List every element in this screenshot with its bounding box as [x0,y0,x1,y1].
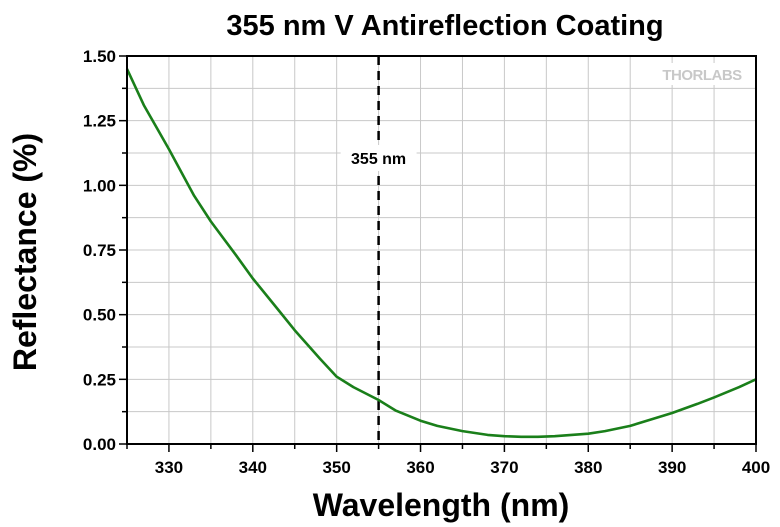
data-point [193,194,195,197]
x-axis-label: Wavelength (nm) [313,487,570,523]
data-point [168,148,170,151]
x-tick-label: 350 [322,458,350,477]
data-point [318,357,321,360]
data-point [419,419,422,422]
data-point [277,308,279,311]
y-tick-label: 0.25 [83,370,116,389]
data-point [553,435,556,438]
data-point [520,435,523,438]
annotation-label-background [340,145,417,171]
x-tick-label: 340 [239,458,267,477]
data-point [436,424,439,427]
data-point [629,424,632,427]
x-tick-label: 370 [490,458,518,477]
data-point [587,432,590,435]
data-point [377,399,380,401]
data-point [293,329,296,332]
grid [127,56,756,444]
minor-ticks [119,55,757,452]
y-tick-label: 0.00 [83,435,116,454]
data-point [394,409,397,412]
x-tick-label: 360 [406,458,434,477]
data-point [604,430,606,432]
data-point [738,386,741,388]
data-point [537,435,539,438]
series-line-reflectance [125,68,757,439]
x-tick-label: 330 [155,458,183,477]
data-point [503,435,506,438]
data-point [486,434,489,436]
y-tick-label: 0.75 [83,241,116,260]
y-tick-label: 1.25 [83,112,116,131]
data-point [654,417,657,420]
data-point [235,254,237,257]
y-tick-label: 0.50 [83,306,116,325]
watermark-logo: THORLABS [662,67,742,84]
data-point [570,434,573,436]
data-point [352,386,355,388]
annotation-label: 355 nm [351,151,406,168]
chart-title: 355 nm V Antireflection Coating [226,10,663,42]
y-tick-labels: 0.00 0.25 0.50 0.75 1.00 1.25 1.50 [83,47,116,454]
data-point [671,412,674,414]
y-tick-label: 1.50 [83,47,116,66]
x-tick-label: 400 [742,458,770,477]
data-point [251,277,254,280]
data-point [461,430,464,432]
x-tick-label: 380 [574,458,602,477]
series-points [126,68,757,438]
data-point [696,403,699,405]
plot-frame [126,55,757,445]
watermark-background [654,63,750,85]
x-tick-label: 390 [658,458,686,477]
x-tick-labels: 330 340 350 360 370 380 390 400 [155,458,770,477]
data-point [209,220,212,223]
data-point [713,396,715,399]
y-tick-label: 1.00 [83,176,116,195]
y-axis-label: Reflectance (%) [7,133,43,371]
data-point [335,375,338,378]
data-point [142,104,145,107]
